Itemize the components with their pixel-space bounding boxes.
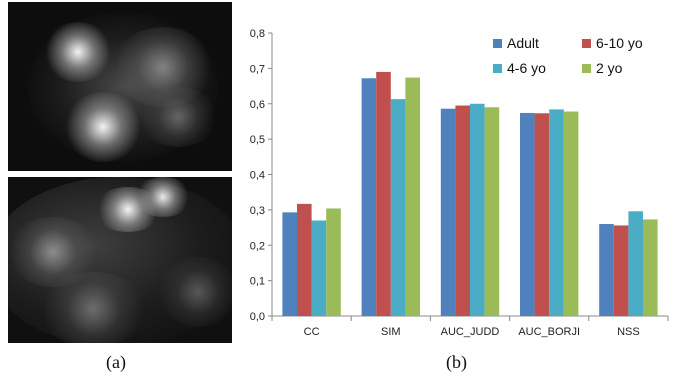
y-tick-label: 0,3 [250, 205, 265, 217]
x-category-label: CC [304, 326, 320, 338]
y-tick-label: 0,7 [250, 63, 265, 75]
caption-b: (b) [446, 352, 467, 372]
bar-6-10-yo-cc [297, 203, 312, 316]
saliency-map-bottom [8, 177, 232, 343]
bar-adult-auc_borji [520, 112, 535, 316]
bar-2-yo-auc_judd [484, 107, 500, 316]
bar-4-6-yo-auc_borji [549, 109, 564, 316]
bar-2-yo-sim [405, 77, 420, 316]
legend-swatch [493, 39, 502, 48]
chart-bars [282, 71, 658, 317]
y-tick-label: 0,4 [250, 170, 265, 182]
x-category-label: AUC_BORJI [518, 326, 580, 338]
y-tick-label: 0,0 [250, 311, 265, 323]
bar-6-10-yo-nss [613, 225, 629, 316]
legend-swatch [493, 64, 502, 73]
legend-label: Adult [507, 35, 539, 51]
bar-6-10-yo-auc_borji [534, 113, 550, 316]
bar-6-10-yo-sim [376, 71, 391, 316]
caption-a: (a) [106, 352, 126, 372]
chart-labels: 0,0 0,1 0,2 0,3 0,4 0,5 0,6 0,7 0,8 CC SIM AUC_JUDD… [250, 28, 640, 338]
bar-adult-sim [361, 78, 377, 316]
bar-adult-auc_judd [440, 108, 456, 316]
y-tick-label: 0,6 [250, 99, 265, 111]
x-category-label: SIM [381, 326, 401, 338]
chart-legend: Adult 6-10 yo 4-6 yo 2 yo [493, 35, 643, 76]
heatmap-blob [43, 22, 113, 82]
heatmap-blob [38, 272, 148, 343]
bar-2-yo-auc_borji [563, 111, 579, 316]
legend-swatch [582, 64, 591, 73]
heatmap-blob [63, 92, 143, 162]
x-category-label: NSS [617, 326, 640, 338]
bar-6-10-yo-auc_judd [455, 105, 470, 317]
legend-label: 4-6 yo [507, 60, 546, 76]
bar-adult-cc [282, 212, 297, 316]
legend-label: 6-10 yo [596, 35, 643, 51]
bar-4-6-yo-nss [628, 211, 643, 316]
y-tick-label: 0,2 [250, 240, 265, 252]
legend-swatch [582, 39, 591, 48]
legend-label: 2 yo [596, 60, 623, 76]
bar-2-yo-cc [326, 208, 341, 316]
heatmap-blob [138, 87, 218, 147]
y-tick-label: 0,1 [250, 276, 265, 288]
y-tick-label: 0,5 [250, 134, 265, 146]
bar-4-6-yo-cc [311, 220, 327, 316]
heatmap-blob [133, 177, 193, 217]
bar-4-6-yo-auc_judd [470, 103, 485, 316]
bar-adult-nss [599, 224, 614, 316]
y-tick-label: 0,8 [250, 28, 265, 40]
saliency-map-top [8, 2, 232, 171]
bar-chart: 0,0 0,1 0,2 0,3 0,4 0,5 0,6 0,7 0,8 CC SIM AUC_JUDD… [250, 28, 669, 338]
x-category-label: AUC_JUDD [441, 326, 500, 338]
bar-2-yo-nss [643, 219, 658, 316]
heatmap-blob [158, 257, 232, 327]
bar-4-6-yo-sim [390, 99, 406, 317]
